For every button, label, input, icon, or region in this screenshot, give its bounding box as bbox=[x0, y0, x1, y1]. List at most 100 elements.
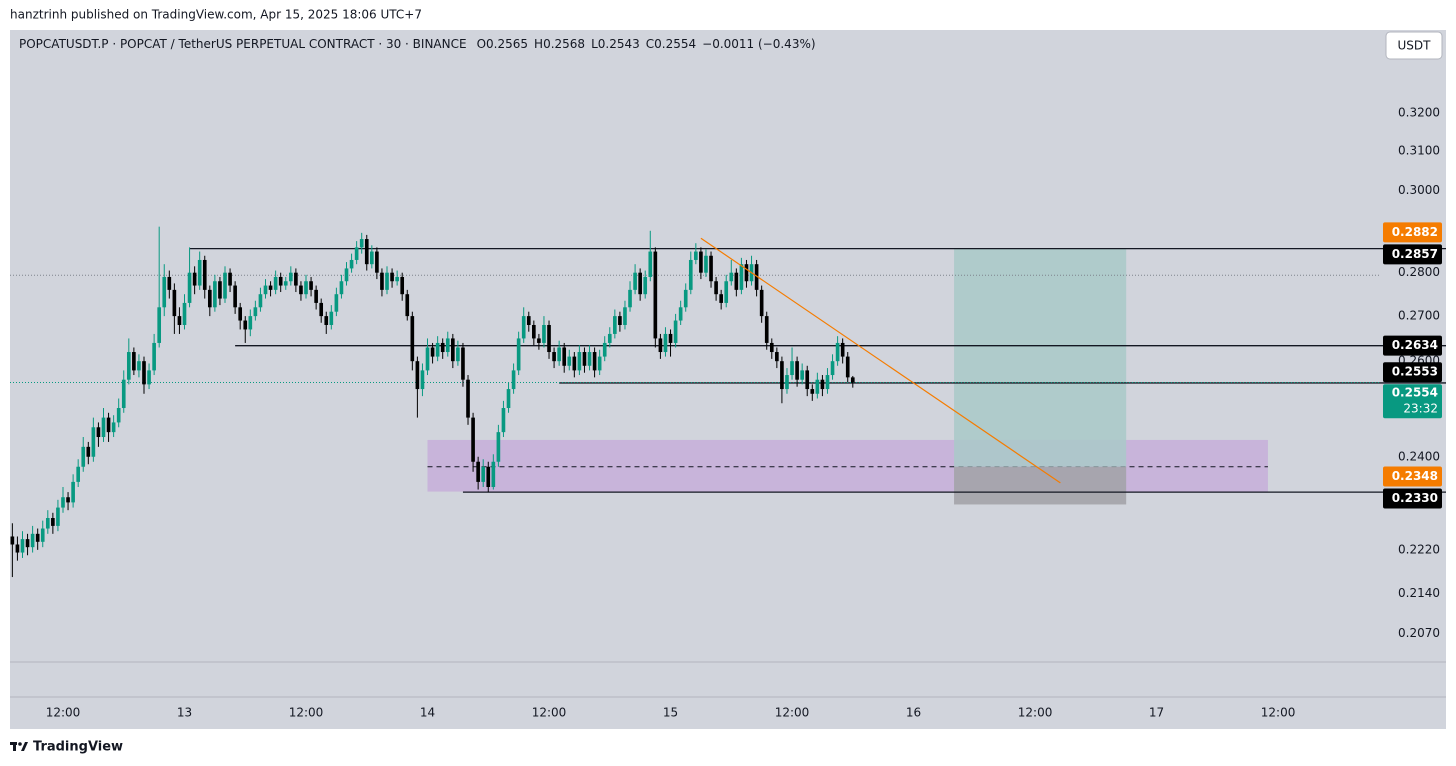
candle-body bbox=[643, 276, 648, 295]
candle-body bbox=[309, 281, 313, 290]
candle-body bbox=[273, 276, 278, 290]
ohlc-prefix: O bbox=[477, 37, 486, 51]
candle-body bbox=[20, 539, 25, 553]
candle-body bbox=[633, 272, 637, 290]
position-profit bbox=[954, 248, 1127, 467]
y-tick-label: 0.2220 bbox=[1398, 542, 1440, 556]
candle-body bbox=[850, 377, 855, 383]
candle-body bbox=[567, 356, 572, 366]
candle-body bbox=[795, 361, 799, 380]
candle-body bbox=[35, 533, 40, 542]
x-tick-label: 13 bbox=[177, 706, 192, 720]
candle-body bbox=[218, 281, 222, 299]
candle-body bbox=[15, 544, 20, 553]
candle-body bbox=[587, 352, 592, 366]
candle-body bbox=[263, 285, 268, 295]
candle-body bbox=[734, 272, 739, 290]
x-tick-label: 12:00 bbox=[289, 706, 324, 720]
candle-body bbox=[704, 255, 708, 273]
candle-body bbox=[344, 268, 349, 282]
candle-body bbox=[228, 272, 232, 286]
candle-body bbox=[329, 311, 334, 325]
candle-body bbox=[370, 251, 374, 265]
candle-body bbox=[314, 289, 318, 303]
candle-body bbox=[820, 379, 825, 390]
candle-body bbox=[668, 333, 673, 343]
ohlc-prefix: C bbox=[646, 37, 654, 51]
logo-text: TradingView bbox=[33, 740, 123, 755]
ohlc-value: 0.2554 bbox=[654, 37, 696, 51]
candle-body bbox=[557, 347, 561, 362]
candle-body bbox=[182, 302, 187, 325]
candle-body bbox=[764, 316, 769, 343]
symbol-header: POPCATUSDT.P · POPCAT / TetherUS PERPETU… bbox=[19, 37, 816, 51]
candle-body bbox=[385, 272, 389, 290]
publisher: hanztrinh published on TradingView.com, … bbox=[10, 8, 422, 22]
candle-body bbox=[623, 307, 627, 325]
candle-body bbox=[81, 446, 86, 467]
candle-body bbox=[10, 536, 15, 545]
candle-body bbox=[658, 338, 663, 353]
x-tick-label: 17 bbox=[1149, 706, 1164, 720]
trendline bbox=[700, 237, 1061, 484]
y-tick-label: 0.2070 bbox=[1398, 626, 1440, 640]
candle-body bbox=[714, 281, 718, 295]
y-tick-label: 0.3200 bbox=[1398, 106, 1440, 120]
candle-body bbox=[780, 361, 784, 390]
candle-body bbox=[602, 342, 607, 357]
candle-body bbox=[101, 417, 106, 438]
price-label: 23:32 bbox=[1403, 402, 1438, 416]
price-label-box bbox=[1383, 335, 1442, 356]
x-tick-label: 12:00 bbox=[1261, 706, 1296, 720]
candle-body bbox=[709, 255, 713, 282]
candle-body bbox=[845, 356, 850, 378]
candle-body bbox=[699, 251, 703, 273]
candle-body bbox=[40, 528, 45, 542]
candle-body bbox=[501, 408, 506, 433]
candle-body bbox=[324, 316, 329, 325]
currency-button[interactable] bbox=[1385, 31, 1443, 60]
logo-icon bbox=[10, 742, 28, 751]
candle-body bbox=[137, 361, 141, 371]
x-tick-label: 12:00 bbox=[46, 706, 81, 720]
candle-body bbox=[597, 356, 602, 371]
candle-body bbox=[729, 272, 734, 282]
price-label: 0.2348 bbox=[1392, 469, 1438, 483]
candle-body bbox=[405, 294, 410, 317]
candle-body bbox=[375, 251, 379, 273]
candle-body bbox=[521, 316, 526, 339]
candle-body bbox=[613, 316, 617, 334]
candle-body bbox=[319, 302, 324, 317]
candle-body bbox=[673, 320, 678, 343]
ohlc-prefix: H bbox=[534, 37, 543, 51]
candle-body bbox=[202, 259, 207, 290]
y-tick-label: 0.2140 bbox=[1398, 586, 1440, 600]
candle-body bbox=[638, 272, 642, 295]
candle-body bbox=[526, 316, 531, 325]
candle-body bbox=[61, 497, 65, 508]
candle-body bbox=[223, 272, 227, 299]
ohlc-prefix: L bbox=[591, 37, 598, 51]
candle-body bbox=[572, 356, 577, 371]
candle-body bbox=[334, 294, 339, 312]
candle-body bbox=[719, 294, 723, 303]
candle-body bbox=[152, 342, 156, 371]
candle-body bbox=[390, 272, 394, 282]
candle-body bbox=[349, 259, 354, 269]
candle-body bbox=[76, 466, 81, 482]
y-tick-label: 0.3100 bbox=[1398, 144, 1440, 158]
candle-body bbox=[466, 379, 470, 418]
candle-body bbox=[86, 446, 91, 457]
candle-body bbox=[304, 281, 308, 295]
candle-body bbox=[562, 347, 567, 366]
candle-body bbox=[825, 375, 830, 390]
candle-body bbox=[283, 281, 288, 286]
candle-body bbox=[683, 289, 688, 308]
candle-body bbox=[258, 294, 263, 308]
candle-body bbox=[248, 316, 253, 330]
currency-label[interactable]: USDT bbox=[1398, 39, 1432, 53]
candle-body bbox=[45, 518, 50, 529]
candle-body bbox=[481, 466, 486, 482]
candle-body bbox=[491, 461, 496, 487]
candle-body bbox=[471, 417, 475, 462]
